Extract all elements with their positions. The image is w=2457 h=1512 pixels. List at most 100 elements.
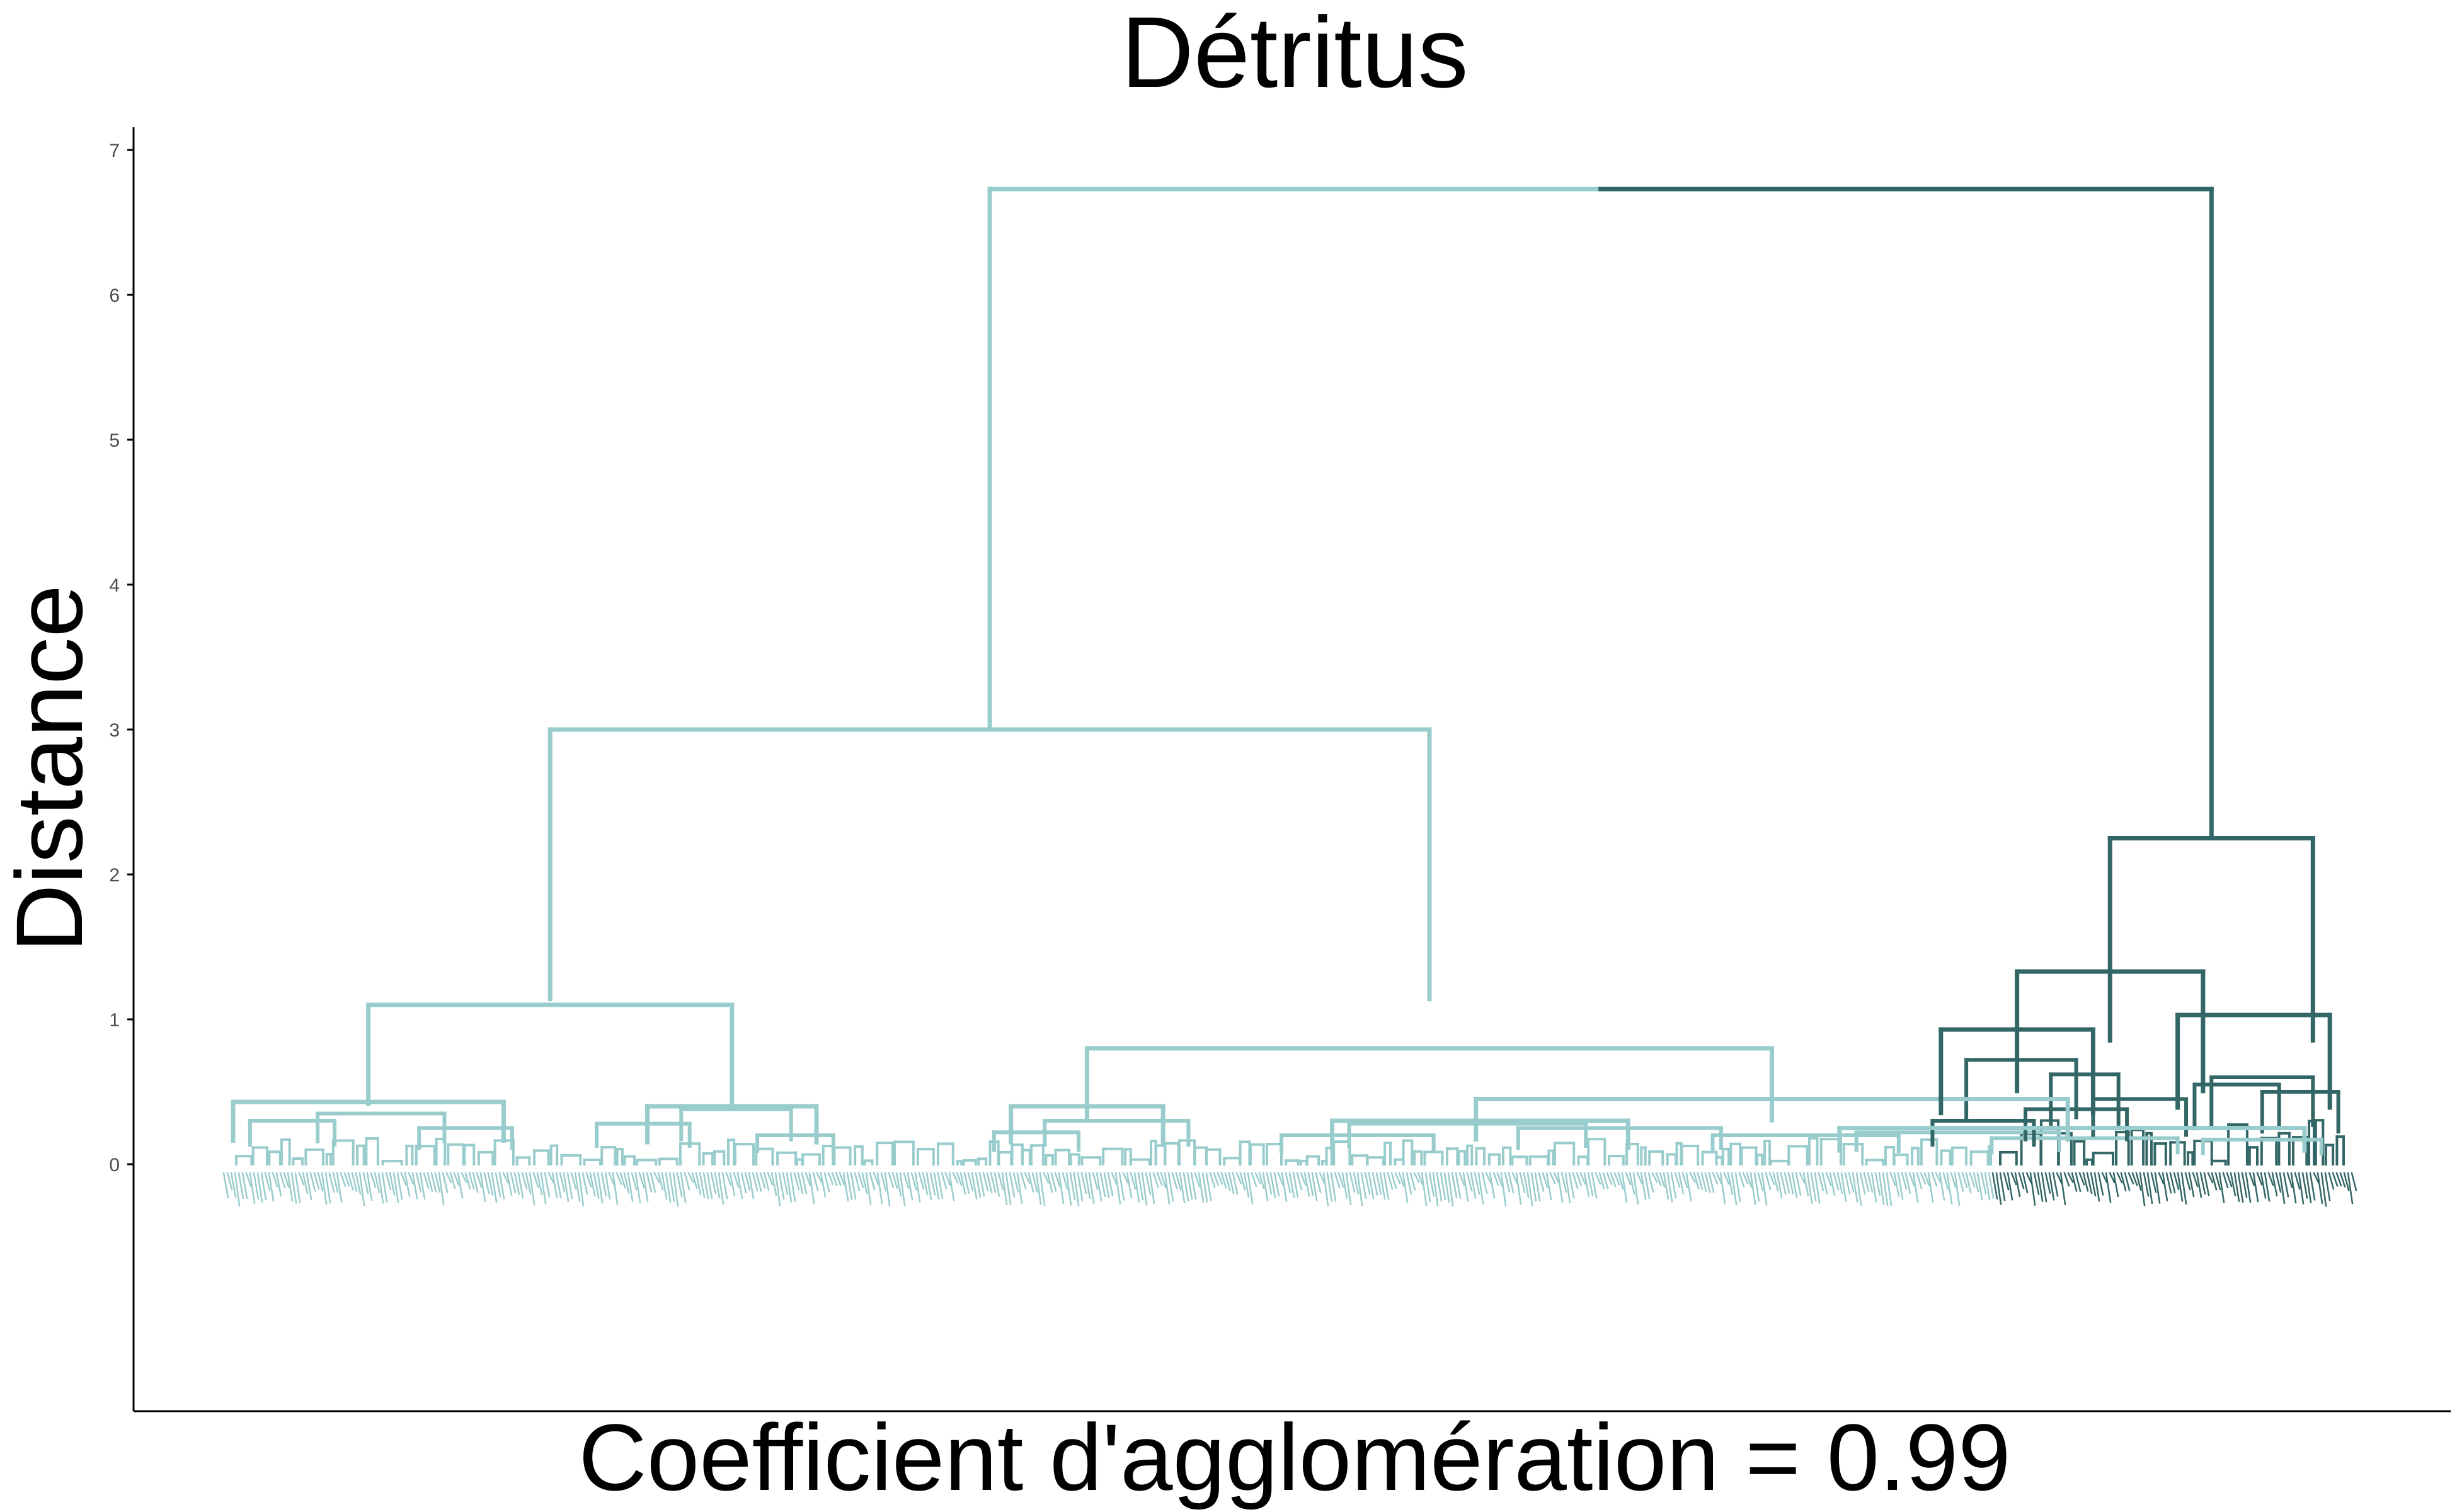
leaf-label-mark — [487, 1172, 494, 1196]
leaf-label-mark — [1387, 1172, 1394, 1190]
leaf-label-mark — [2199, 1172, 2206, 1195]
leaf-label-mark — [2052, 1172, 2059, 1197]
leaf-label-mark — [1217, 1172, 1223, 1185]
leaf-label-mark — [2090, 1172, 2097, 1197]
leaf-label-mark — [2154, 1172, 2161, 1204]
leaf-label-mark — [2177, 1172, 2184, 1202]
leaf-label-mark — [2256, 1172, 2263, 1186]
leaf-label-mark — [483, 1172, 490, 1194]
leaf-label-mark — [1640, 1172, 1647, 1200]
leaf-label-mark — [1629, 1172, 1635, 1194]
leaf-label-mark — [1281, 1172, 1288, 1203]
leaf-label-mark — [831, 1172, 838, 1186]
leaf-label-mark — [2097, 1172, 2104, 1196]
leaf-label-mark — [419, 1172, 426, 1200]
leaf-label-mark — [517, 1172, 524, 1199]
leaf-label-mark — [1504, 1172, 1511, 1193]
leaf-label-mark — [1738, 1172, 1745, 1188]
leaf-label-mark — [1595, 1172, 1601, 1185]
leaf-label-mark — [1821, 1172, 1828, 1194]
leaf-label-mark — [933, 1172, 940, 1200]
y-tick-label: 6 — [109, 285, 120, 306]
leaf-label-mark — [321, 1172, 328, 1205]
leaf-label-mark — [925, 1172, 932, 1201]
leaf-label-mark — [2112, 1172, 2119, 1198]
leaf-label-mark — [1247, 1172, 1254, 1205]
leaf-label-mark — [1239, 1172, 1246, 1191]
leaf-label-mark — [2067, 1172, 2074, 1183]
leaf-label-mark — [1190, 1172, 1197, 1200]
leaf-label-mark — [608, 1172, 615, 1185]
leaf-label-mark — [952, 1172, 959, 1184]
leaf-label-mark — [1186, 1172, 1193, 1200]
leaf-label-mark — [551, 1172, 558, 1198]
leaf-label-mark — [990, 1172, 997, 1193]
leaf-label-mark — [1130, 1172, 1137, 1190]
leaf-label-mark — [922, 1172, 929, 1196]
leaf-label-mark — [1859, 1172, 1866, 1194]
leaf-label-mark — [2150, 1172, 2157, 1193]
leaf-label-mark — [1432, 1172, 1439, 1206]
leaf-label-mark — [650, 1172, 656, 1193]
leaf-label-mark — [1632, 1172, 1639, 1205]
leaf-label-mark — [464, 1172, 471, 1190]
leaf-label-mark — [2332, 1172, 2339, 1187]
leaf-label-mark — [1035, 1172, 1042, 1206]
leaf-label-mark — [1995, 1172, 2002, 1205]
leaf-label-mark — [1235, 1172, 1242, 1185]
leaf-label-mark — [268, 1172, 275, 1202]
leaf-label-mark — [797, 1172, 804, 1194]
leaf-label-mark — [752, 1172, 759, 1192]
leaf-label-mark — [808, 1172, 815, 1205]
leaf-label-mark — [529, 1172, 536, 1206]
leaf-label-mark — [1814, 1172, 1821, 1204]
leaf-label-mark — [1791, 1172, 1798, 1199]
leaf-label-mark — [1194, 1172, 1201, 1188]
leaf-label-mark — [287, 1172, 294, 1202]
leaf-label-mark — [2305, 1172, 2312, 1203]
leaf-label-mark — [1080, 1172, 1087, 1194]
leaf-label-mark — [1511, 1172, 1518, 1184]
leaf-label-mark — [1062, 1172, 1068, 1190]
leaf-label-mark — [2282, 1172, 2289, 1198]
leaf-label-mark — [627, 1172, 634, 1202]
leaf-label-mark — [2294, 1172, 2301, 1190]
leaf-label-mark — [1927, 1172, 1934, 1203]
leaf-label-mark — [589, 1172, 596, 1197]
leaf-label-mark — [2033, 1172, 2040, 1195]
leaf-label-mark — [1319, 1172, 1326, 1184]
leaf-label-mark — [721, 1172, 728, 1200]
leaf-label-mark — [1152, 1172, 1159, 1188]
leaf-label-mark — [2335, 1172, 2342, 1187]
leaf-label-mark — [290, 1172, 297, 1204]
leaf-label-mark — [850, 1172, 857, 1200]
leaf-label-mark — [1889, 1172, 1896, 1186]
leaf-label-mark — [1757, 1172, 1764, 1191]
y-tick-label: 3 — [109, 720, 120, 741]
leaf-label-mark — [1542, 1172, 1549, 1188]
leaf-label-mark — [1973, 1172, 1979, 1193]
leaf-label-mark — [1054, 1172, 1061, 1188]
leaf-label-mark — [1591, 1172, 1598, 1199]
leaf-label-mark — [1406, 1172, 1412, 1195]
leaf-label-mark — [778, 1172, 785, 1200]
leaf-label-mark — [2109, 1172, 2116, 1184]
leaf-label-mark — [1043, 1172, 1050, 1184]
leaf-label-mark — [566, 1172, 573, 1200]
leaf-label-mark — [355, 1172, 362, 1195]
leaf-label-mark — [430, 1172, 437, 1193]
leaf-label-mark — [876, 1172, 883, 1205]
leaf-label-mark — [340, 1172, 346, 1188]
leaf-label-mark — [434, 1172, 441, 1193]
leaf-label-mark — [283, 1172, 290, 1188]
leaf-label-mark — [1602, 1172, 1609, 1189]
leaf-label-mark — [1731, 1172, 1738, 1206]
leaf-label-mark — [2192, 1172, 2199, 1188]
leaf-label-mark — [1553, 1172, 1560, 1184]
leaf-label-mark — [616, 1172, 622, 1185]
leaf-label-mark — [710, 1172, 717, 1195]
leaf-label-mark — [823, 1172, 830, 1193]
leaf-label-mark — [1950, 1172, 1957, 1188]
leaf-label-mark — [2275, 1172, 2282, 1193]
leaf-label-mark — [1746, 1172, 1753, 1189]
